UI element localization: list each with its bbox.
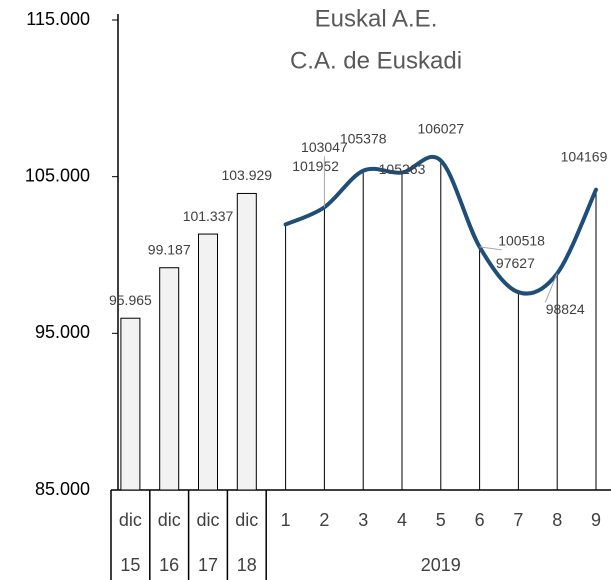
bar (159, 267, 180, 491)
data-label: 105263 (379, 161, 426, 177)
data-label: 100518 (498, 233, 545, 249)
chart-title: Euskal A.E. (315, 5, 438, 32)
x-tick-label: 8 (552, 510, 562, 530)
x-tick-label: dic (119, 510, 142, 530)
data-label: 106027 (417, 120, 464, 136)
group-label: 16 (159, 555, 179, 575)
y-tick-label: 115.000 (26, 9, 90, 29)
x-tick-label: dic (158, 510, 181, 530)
data-label: 97627 (496, 255, 535, 271)
y-tick-label: 95.000 (35, 322, 90, 342)
leader-line (479, 246, 502, 251)
data-label: 95.965 (109, 292, 152, 308)
group-label: 17 (198, 555, 218, 575)
x-tick-label: 1 (281, 510, 291, 530)
x-tick-label: 3 (358, 510, 368, 530)
group-label: 18 (237, 555, 257, 575)
y-tick-label: 85.000 (35, 479, 90, 499)
leader-line (544, 273, 558, 303)
x-tick-label: dic (196, 510, 219, 530)
line (283, 154, 598, 296)
x-tick-label: 9 (591, 510, 601, 530)
data-label: 101952 (292, 158, 339, 174)
y-tick-label: 105.000 (25, 165, 90, 185)
x-tick-label: 5 (436, 510, 446, 530)
x-tick-label: 2 (319, 510, 329, 530)
group-label: 15 (120, 555, 140, 575)
data-label: 99.187 (148, 241, 191, 257)
x-tick-label: 4 (397, 510, 407, 530)
group-label: 2019 (421, 555, 461, 575)
data-label: 103047 (301, 139, 348, 155)
x-tick-label: 7 (513, 510, 523, 530)
x-tick-label: dic (235, 510, 258, 530)
data-label: 104169 (561, 148, 608, 164)
data-label: 103.929 (221, 167, 272, 183)
data-label: 98824 (546, 301, 585, 317)
chart-subtitle: C.A. de Euskadi (290, 47, 462, 74)
data-label: 101.337 (183, 208, 234, 224)
x-tick-label: 6 (475, 510, 485, 530)
bar (236, 192, 257, 491)
bar (198, 233, 218, 491)
data-label: 105378 (340, 130, 387, 146)
bar (120, 317, 141, 491)
